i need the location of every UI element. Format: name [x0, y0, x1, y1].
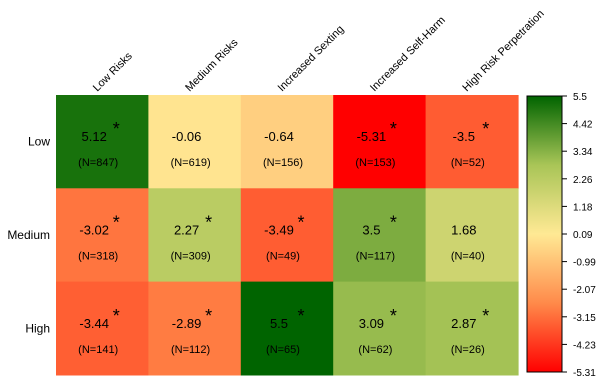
- cell-count-label: (N=112): [171, 344, 210, 356]
- column-label: Increased Self-Harm: [368, 14, 448, 94]
- significance-marker: *: [205, 306, 212, 326]
- significance-marker: *: [113, 306, 120, 326]
- colorbar-tick-label: 3.34: [573, 147, 593, 158]
- cell-value-label: 2.27: [174, 223, 199, 238]
- significance-marker: *: [113, 213, 120, 233]
- cell-value-label: -3.49: [264, 223, 294, 238]
- cell-count-label: (N=62): [358, 344, 392, 356]
- heatmap-cell: [56, 95, 149, 189]
- cell-count-label: (N=141): [78, 344, 118, 356]
- heatmap-cell: [148, 188, 242, 283]
- colorbar-tick-label: -3.15: [573, 313, 596, 324]
- significance-marker: *: [390, 306, 397, 326]
- heatmap-cell: [425, 95, 519, 189]
- column-label: Increased Sexting: [276, 23, 347, 94]
- significance-marker: *: [113, 119, 120, 139]
- cell-count-label: (N=847): [78, 157, 118, 169]
- colorbar-tick-label: -2.07: [573, 285, 596, 296]
- colorbar-tick-label: 2.26: [573, 175, 593, 186]
- cell-value-label: 5.12: [82, 129, 107, 144]
- row-label: Low: [28, 135, 50, 149]
- colorbar-tick-label: -0.99: [573, 258, 596, 269]
- cell-count-label: (N=40): [451, 251, 485, 263]
- colorbar-tick-label: 0.09: [573, 230, 593, 241]
- significance-marker: *: [390, 119, 397, 139]
- column-label: High Risk Perpetration: [460, 8, 546, 94]
- column-label: Medium Risks: [183, 36, 241, 94]
- significance-marker: *: [297, 306, 304, 326]
- heatmap-cell: [425, 281, 519, 376]
- colorbar-tick-label: -4.23: [573, 340, 596, 351]
- heatmap-cell: [333, 95, 427, 189]
- heatmap-cell: [56, 281, 149, 376]
- cell-value-label: -2.89: [172, 316, 202, 331]
- cell-value-label: -3.44: [79, 316, 109, 331]
- cell-value-label: -3.5: [453, 129, 475, 144]
- cell-count-label: (N=309): [171, 251, 211, 263]
- significance-marker: *: [390, 213, 397, 233]
- heatmap-cell: [240, 188, 334, 283]
- row-label: Medium: [7, 228, 50, 242]
- significance-marker: *: [205, 213, 212, 233]
- cell-count-label: (N=156): [263, 157, 303, 169]
- cell-count-label: (N=318): [78, 251, 118, 263]
- significance-marker: *: [482, 119, 489, 139]
- cell-value-label: -0.64: [264, 129, 294, 144]
- column-label: Low Risks: [91, 50, 135, 94]
- row-label: High: [25, 321, 50, 335]
- significance-marker: *: [482, 306, 489, 326]
- colorbar-tick-label: 5.5: [573, 92, 587, 103]
- cell-count-label: (N=65): [266, 344, 300, 356]
- heatmap-cell: [333, 188, 427, 283]
- cell-value-label: -5.31: [357, 129, 387, 144]
- cell-value-label: 5.5: [270, 316, 288, 331]
- cell-value-label: -3.02: [79, 223, 109, 238]
- heatmap-cell: [56, 188, 149, 283]
- cell-count-label: (N=26): [451, 344, 485, 356]
- cell-value-label: -0.06: [172, 129, 202, 144]
- colorbar-tick-label: 1.18: [573, 202, 593, 213]
- heatmap-cell: [148, 95, 242, 189]
- heatmap-cell: [425, 188, 519, 283]
- heatmap-cell: [240, 281, 334, 376]
- cell-count-label: (N=49): [266, 251, 300, 263]
- heatmap-cell: [148, 281, 242, 376]
- colorbar: [526, 95, 563, 373]
- cell-count-label: (N=117): [356, 251, 395, 263]
- colorbar-tick-label: 4.42: [573, 120, 593, 131]
- cell-value-label: 3.5: [362, 223, 380, 238]
- cell-count-label: (N=52): [451, 157, 485, 169]
- cell-value-label: 2.87: [451, 316, 476, 331]
- significance-marker: *: [297, 213, 304, 233]
- heatmap-cell: [333, 281, 427, 376]
- colorbar-tick-label: -5.31: [573, 368, 596, 379]
- cell-value-label: 3.09: [359, 316, 384, 331]
- heatmap-cell: [240, 95, 334, 189]
- cell-count-label: (N=153): [355, 157, 395, 169]
- cell-value-label: 1.68: [451, 223, 476, 238]
- cell-count-label: (N=619): [171, 157, 211, 169]
